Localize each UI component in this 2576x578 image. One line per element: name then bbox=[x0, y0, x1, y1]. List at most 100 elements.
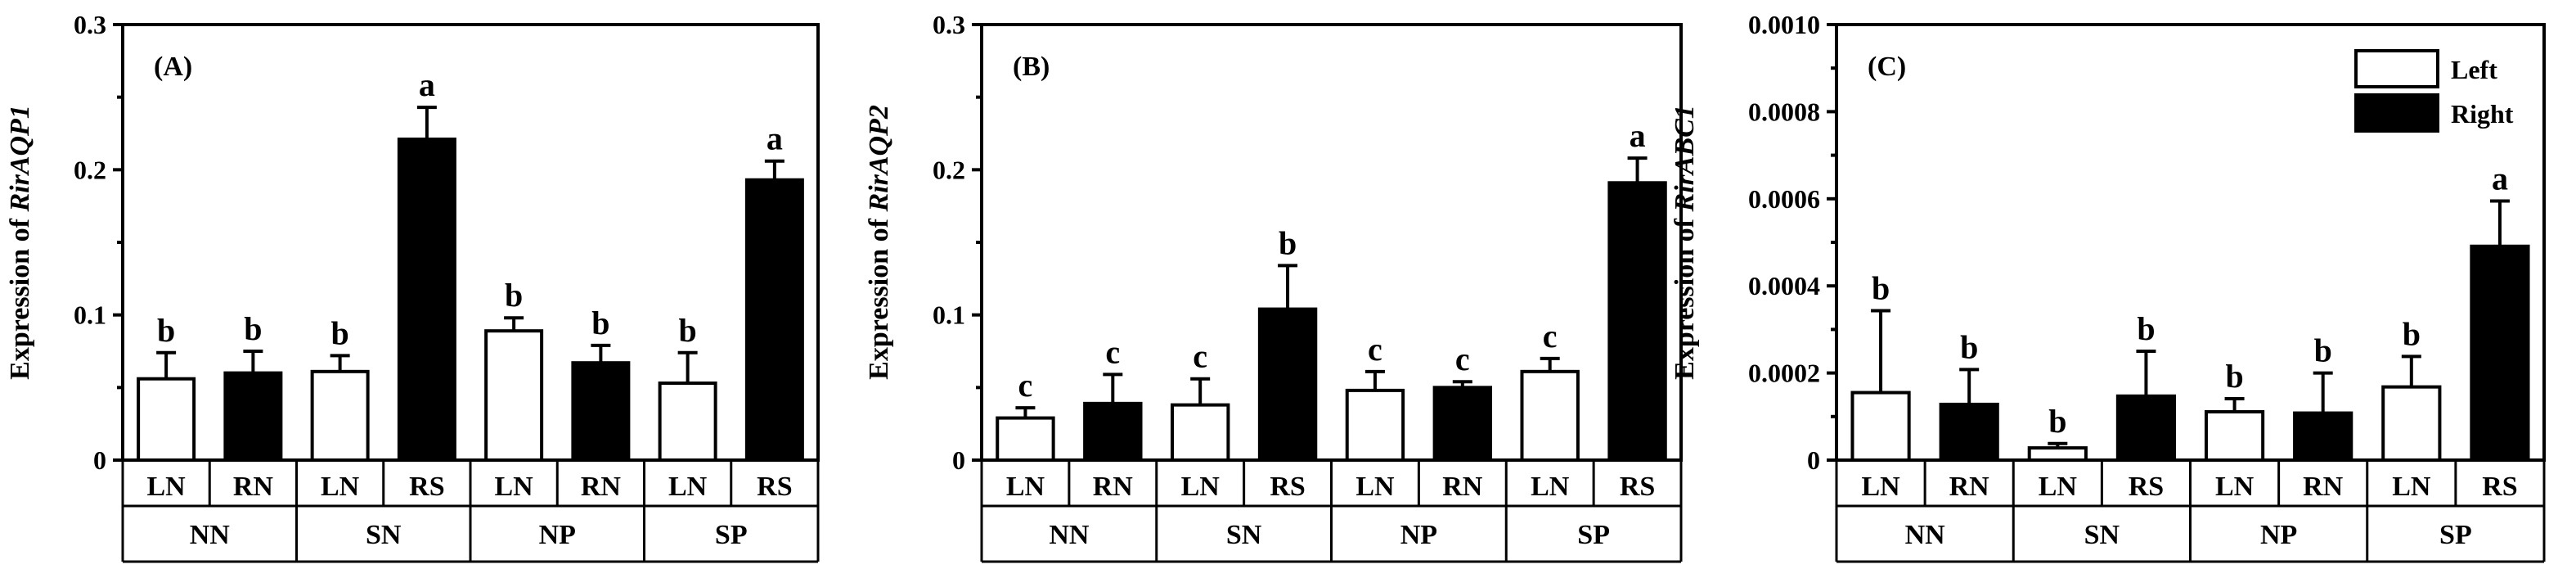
group-label: NN bbox=[1049, 520, 1090, 550]
bar bbox=[223, 371, 283, 463]
category-label: RS bbox=[2129, 472, 2164, 502]
group-label: NP bbox=[539, 520, 576, 550]
bar bbox=[2115, 394, 2177, 462]
bar bbox=[1083, 401, 1143, 462]
bar bbox=[1432, 386, 1493, 463]
category-label: RS bbox=[1620, 472, 1655, 502]
bar bbox=[2027, 446, 2088, 463]
category-label: LN bbox=[147, 472, 187, 502]
y-axis-label-prefix: Expression of bbox=[5, 212, 35, 380]
y-axis-label-gene: RirAQP1 bbox=[5, 105, 35, 212]
significance-letter: a bbox=[1630, 117, 1646, 154]
group-label: SN bbox=[2084, 520, 2120, 550]
significance-letter: b bbox=[157, 312, 175, 349]
y-axis-label-prefix: Expression of bbox=[1670, 212, 1700, 380]
significance-letter: b bbox=[591, 305, 609, 341]
y-tick-label: 0.1 bbox=[74, 300, 106, 330]
significance-letter: b bbox=[1279, 224, 1297, 261]
significance-letter: a bbox=[767, 120, 783, 157]
legend-label-right: Right bbox=[2451, 99, 2514, 129]
y-tick-label: 0.3 bbox=[933, 10, 965, 39]
bar bbox=[996, 416, 1055, 462]
y-tick-label: 0.1 bbox=[933, 300, 965, 330]
category-label: RN bbox=[1949, 472, 1990, 502]
category-label: LN bbox=[495, 472, 534, 502]
legend-swatch-right bbox=[2354, 93, 2439, 133]
y-tick-label: 0.0008 bbox=[1748, 97, 1820, 126]
category-label: LN bbox=[2039, 472, 2078, 502]
significance-letter: b bbox=[679, 312, 697, 349]
panel-label: (A) bbox=[154, 52, 192, 82]
bar bbox=[744, 178, 804, 462]
group-label: NN bbox=[1905, 520, 1946, 550]
bar bbox=[658, 382, 717, 462]
panel-label: (B) bbox=[1013, 52, 1050, 82]
y-tick-label: 0.3 bbox=[74, 10, 106, 39]
category-label: RS bbox=[409, 472, 444, 502]
y-tick-label: 0.0006 bbox=[1748, 184, 1820, 214]
bar bbox=[397, 138, 456, 463]
significance-letter: b bbox=[331, 314, 349, 351]
bar bbox=[571, 361, 631, 463]
bar bbox=[2293, 411, 2353, 463]
bar bbox=[1170, 403, 1230, 463]
significance-letter: c bbox=[1368, 331, 1382, 368]
y-axis-label: Expression of RirABC1 bbox=[1670, 105, 1700, 380]
group-label: SP bbox=[1577, 520, 1610, 550]
y-tick-label: 0 bbox=[952, 445, 965, 475]
category-label: RN bbox=[233, 472, 274, 502]
significance-letter: b bbox=[1960, 328, 1978, 365]
significance-letter: b bbox=[2225, 358, 2243, 395]
y-axis-label: Expression of RirAQP2 bbox=[864, 105, 894, 380]
significance-letter: c bbox=[1543, 318, 1558, 354]
significance-letter: b bbox=[2048, 403, 2066, 440]
y-tick-label: 0.0004 bbox=[1748, 271, 1820, 300]
group-label: SP bbox=[2439, 520, 2472, 550]
category-label: LN bbox=[1531, 472, 1570, 502]
category-label: LN bbox=[2392, 472, 2431, 502]
significance-letter: b bbox=[2137, 310, 2155, 347]
y-tick-label: 0 bbox=[1807, 445, 1820, 475]
category-label: LN bbox=[1355, 472, 1395, 502]
category-label: LN bbox=[321, 472, 360, 502]
legend-label-left: Left bbox=[2451, 55, 2497, 84]
significance-letter: c bbox=[1455, 341, 1470, 377]
category-label: LN bbox=[2215, 472, 2255, 502]
chart-panel-2: 0 0.1 0.2 0.3 Expression of RirAQP2 (B) c c c b c c… bbox=[864, 10, 1683, 563]
group-label: SN bbox=[1226, 520, 1262, 550]
category-label: LN bbox=[1006, 472, 1045, 502]
group-label: SP bbox=[715, 520, 748, 550]
y-axis-label-gene: RirAQP2 bbox=[864, 105, 894, 212]
group-label: NP bbox=[2260, 520, 2297, 550]
legend: Left Right bbox=[2354, 49, 2514, 133]
bar bbox=[310, 369, 370, 462]
category-label: RS bbox=[2482, 472, 2517, 502]
y-axis-label-prefix: Expression of bbox=[864, 212, 894, 380]
chart-panel-3: 0 0.0002 0.0004 0.0006 0.0008 0.0010 Expressio… bbox=[1670, 10, 2546, 563]
significance-letter: b bbox=[2403, 315, 2421, 352]
bar bbox=[2381, 385, 2442, 462]
bar bbox=[484, 329, 544, 462]
y-tick-label: 0.2 bbox=[74, 155, 106, 184]
y-axis-label-gene: RirABC1 bbox=[1670, 105, 1700, 212]
y-tick-label: 0.0010 bbox=[1748, 10, 1820, 39]
bar bbox=[2204, 409, 2265, 462]
y-tick-label: 0.2 bbox=[933, 155, 965, 184]
y-tick-label: 0 bbox=[93, 445, 106, 475]
significance-letter: a bbox=[419, 66, 435, 103]
significance-letter: c bbox=[1105, 333, 1120, 370]
group-label: NP bbox=[1400, 520, 1437, 550]
significance-letter: b bbox=[505, 277, 523, 314]
bar bbox=[1607, 181, 1667, 462]
category-label: RN bbox=[581, 472, 622, 502]
significance-letter: c bbox=[1193, 338, 1207, 375]
category-label: RS bbox=[1270, 472, 1305, 502]
significance-letter: b bbox=[244, 310, 262, 347]
category-label: LN bbox=[1861, 472, 1900, 502]
category-label: RN bbox=[1442, 472, 1483, 502]
significance-letter: c bbox=[1018, 367, 1033, 404]
bar bbox=[1520, 369, 1580, 462]
chart-panel-1: 0 0.1 0.2 0.3 Expression of RirAQP1 (A) b b b a b b… bbox=[5, 10, 820, 563]
significance-letter: b bbox=[2314, 332, 2332, 369]
